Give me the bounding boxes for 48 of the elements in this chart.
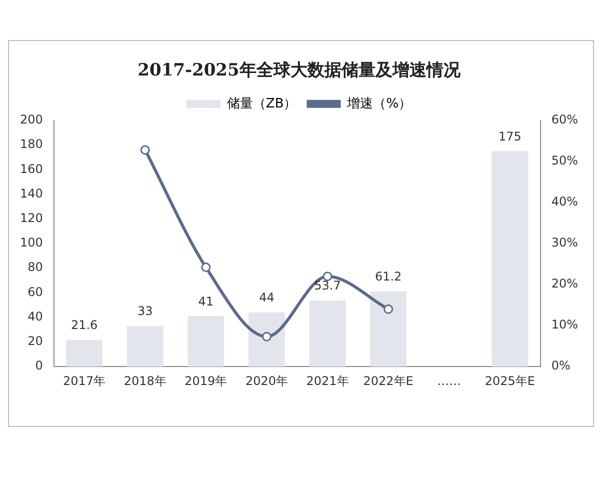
- legend-label: 储量（ZB）: [226, 96, 297, 112]
- bar: [66, 340, 103, 367]
- data-label: 33: [137, 304, 153, 318]
- data-label: 175: [498, 129, 522, 144]
- point: [201, 262, 211, 272]
- data-label: 41: [198, 294, 214, 308]
- x-tick-label: 2025年E: [484, 374, 535, 388]
- chart-title: 2017-2025年全球大数据储量及增速情况: [138, 60, 462, 81]
- point: [322, 272, 332, 282]
- y2-tick-label: 10%: [551, 318, 578, 332]
- y-tick-label: 60: [28, 284, 43, 299]
- y2-tick-label: 60%: [551, 112, 578, 127]
- bar: [248, 312, 285, 367]
- y-tick-label: 0: [35, 358, 43, 373]
- y2-tick-label: 20%: [551, 276, 578, 291]
- data-label: 21.6: [70, 318, 98, 332]
- y-tick-label: 100: [20, 236, 43, 250]
- x-tick-label: 2019年: [184, 374, 228, 388]
- y-tick-label: 120: [20, 211, 43, 226]
- point: [384, 304, 394, 314]
- data-label: 44: [259, 290, 274, 305]
- y2-tick-label: 50%: [551, 154, 578, 168]
- point: [140, 145, 150, 155]
- y-tick-label: 20: [28, 334, 43, 348]
- x-tick-label: 2021年: [306, 374, 349, 388]
- data-label: 53.7: [314, 278, 341, 293]
- y2-tick-label: 40%: [551, 194, 578, 209]
- bar: [309, 300, 346, 367]
- y2-tick-label: 0%: [551, 358, 570, 373]
- y-tick-label: 140: [20, 186, 43, 200]
- x-tick-label: 2020年: [245, 374, 288, 388]
- bar: [370, 291, 407, 367]
- x-tick-label: ……: [437, 374, 462, 388]
- bar: [492, 151, 528, 367]
- x-tick-label: 2022年E: [363, 374, 414, 388]
- y-tick-label: 40: [28, 309, 43, 324]
- y-tick-label: 160: [20, 162, 43, 176]
- bar: [188, 316, 224, 367]
- x-tick-label: 2018年: [124, 374, 166, 388]
- x-tick-label: 2017年: [63, 374, 106, 388]
- point: [262, 332, 272, 342]
- y-tick-label: 80: [28, 260, 43, 274]
- y-tick-label: 200: [20, 112, 43, 127]
- bar: [126, 326, 164, 367]
- data-label: 61.2: [374, 269, 402, 284]
- legend-label: 增速（%）: [346, 96, 412, 112]
- y2-tick-label: 30%: [551, 236, 578, 250]
- y-tick-label: 180: [20, 137, 43, 152]
